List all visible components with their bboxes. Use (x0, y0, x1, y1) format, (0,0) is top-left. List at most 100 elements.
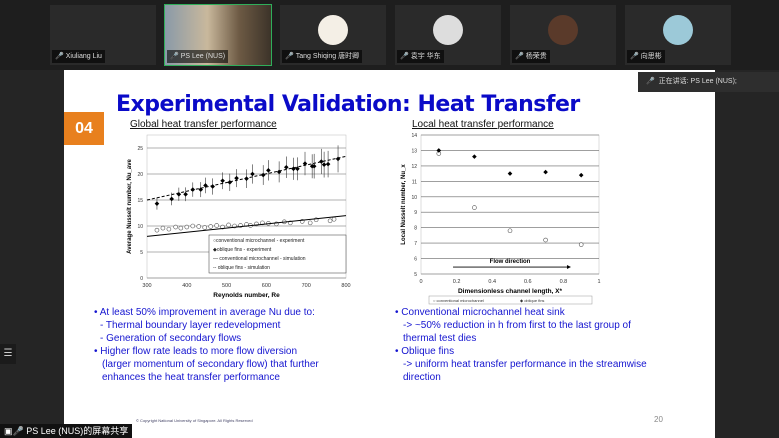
bullet: • At least 50% improvement in average Nu… (94, 307, 315, 318)
y-tick-label: 13 (411, 148, 417, 154)
x-tick-label: 0.4 (488, 279, 496, 285)
participant-tile[interactable]: 🎤 PS Lee (NUS) (164, 4, 272, 66)
y-tick-label: 11 (412, 179, 417, 185)
data-point-conventional (507, 228, 513, 234)
simulation-line (146, 215, 347, 237)
data-point-conventional (154, 227, 160, 233)
data-point-conventional (578, 242, 584, 247)
data-point-oblique (578, 172, 584, 178)
bullet: -> ~50% reduction in h from first to the… (403, 320, 631, 331)
legend-box (428, 295, 593, 305)
right-bullets: • Conventional microchannel heat sink ->… (395, 306, 647, 384)
participant-name: Xiuliang Liu (65, 53, 102, 60)
data-point-oblique (291, 166, 296, 172)
x-tick-label: 800 (341, 283, 350, 289)
y-tick-label: 5 (140, 250, 143, 256)
data-point-oblique (325, 161, 331, 167)
x-tick-label: 300 (142, 283, 151, 289)
data-point-oblique (436, 148, 442, 153)
data-point-oblique (169, 196, 174, 202)
bullet: • Higher flow rate leads to more flow di… (94, 346, 298, 357)
data-point-oblique (321, 162, 327, 167)
left-chart-title: Global heat transfer performance (130, 119, 277, 130)
y-tick-label: 9 (414, 210, 417, 216)
y-tick-label: 0 (140, 276, 143, 282)
mic-muted-icon: 🎤 (646, 78, 655, 85)
legend-entry: ◆oblique fins - experiment (213, 247, 272, 253)
participant-tile[interactable]: 🎤 Xiuliang Liu (50, 5, 156, 65)
share-indicator[interactable]: ▣🎤 PS Lee (NUS)的屏幕共享 (0, 424, 133, 438)
x-tick-label: 0.6 (524, 279, 532, 285)
participant-tile[interactable]: 🎤 向思彬 (625, 5, 731, 65)
flow-direction-label: Flow direction (490, 259, 531, 265)
legend-box (208, 234, 347, 274)
y-tick-label: 15 (137, 198, 143, 204)
participant-tile[interactable]: 🎤 Tang Shiqing 唐时卿 (280, 5, 386, 65)
bullet: direction (403, 372, 441, 383)
bullet: (larger momentum of secondary flow) that… (102, 359, 319, 370)
participant-name: PS Lee (NUS) (180, 53, 226, 60)
y-tick-label: 14 (411, 133, 417, 139)
data-point-conventional (184, 224, 190, 230)
slide-title: Experimental Validation: Heat Transfer (116, 92, 580, 117)
data-point-oblique (543, 169, 548, 175)
data-point-conventional (307, 220, 313, 226)
data-point-oblique (284, 164, 289, 170)
data-point-oblique (210, 184, 215, 189)
participant-name: 向思彬 (640, 53, 662, 60)
bullet: enhances the heat transfer performance (102, 372, 280, 383)
x-axis-label: Reynolds number, Re (213, 292, 280, 299)
arrow-head-icon (566, 265, 571, 270)
bullet: - Generation of secondary flows (100, 333, 242, 344)
legend-entry: ○conventional microchannel - experiment (213, 238, 305, 244)
x-axis-label: Dimensionless channel length, X* (458, 288, 562, 295)
avatar (548, 15, 578, 45)
data-point-conventional (190, 223, 196, 229)
plot-area (420, 134, 600, 275)
bullet: • Conventional microchannel heat sink (395, 307, 565, 318)
legend-entry: ○ conventional microchannel (433, 298, 484, 303)
participant-name: 杨荣贵 (525, 53, 547, 60)
y-tick-label: 25 (137, 146, 143, 152)
data-point-conventional (202, 225, 208, 230)
legend-entry: -- oblique fins - simulation (213, 265, 270, 271)
mic-icon: 🎤 (170, 53, 179, 60)
speaking-text: 正在讲话: PS Lee (NUS); (658, 78, 737, 85)
section-number: 04 (64, 112, 104, 145)
participant-name: 袁宇 华东 (410, 53, 441, 60)
data-point-conventional (166, 226, 172, 232)
share-label: PS Lee (NUS)的屏幕共享 (26, 426, 129, 436)
data-point-conventional (543, 237, 548, 243)
data-point-oblique (154, 201, 160, 206)
y-tick-label: 6 (414, 257, 417, 263)
y-tick-label: 7 (414, 241, 417, 247)
y-axis-label: Local Nusselt number, Nu_x (401, 164, 407, 245)
data-point-oblique (250, 171, 255, 177)
x-tick-label: 500 (222, 283, 231, 289)
speaking-indicator: 🎤 正在讲话: PS Lee (NUS); (638, 72, 779, 92)
participant-strip: 🎤 Xiuliang Liu 🎤 PS Lee (NUS) 🎤 Tang Shiqin… (0, 0, 779, 70)
simulation-line (146, 155, 347, 201)
participant-tile[interactable]: 🎤 杨荣贵 (510, 5, 616, 65)
data-point-conventional (214, 223, 219, 228)
data-point-conventional (160, 225, 166, 231)
mic-muted-icon: 🎤 (630, 53, 639, 60)
list-toggle-button[interactable]: ☰ (0, 344, 16, 364)
y-tick-label: 10 (137, 224, 143, 230)
y-tick-label: 8 (414, 226, 417, 232)
x-tick-label: 0 (419, 279, 422, 285)
data-point-oblique (311, 163, 317, 169)
mic-muted-icon: 🎤 (515, 53, 524, 60)
x-tick-label: 0.2 (453, 279, 461, 285)
participant-tile[interactable]: 🎤 袁宇 华东 (395, 5, 501, 65)
avatar (663, 15, 693, 45)
data-point-oblique (472, 154, 477, 159)
data-point-conventional (472, 205, 477, 210)
right-chart-title: Local heat transfer performance (412, 119, 554, 130)
data-point-oblique (266, 168, 271, 173)
data-point-conventional (173, 224, 178, 230)
data-point-conventional (331, 216, 337, 222)
y-tick-label: 10 (411, 195, 417, 201)
x-tick-label: 600 (262, 283, 271, 289)
y-tick-label: 5 (414, 272, 417, 278)
